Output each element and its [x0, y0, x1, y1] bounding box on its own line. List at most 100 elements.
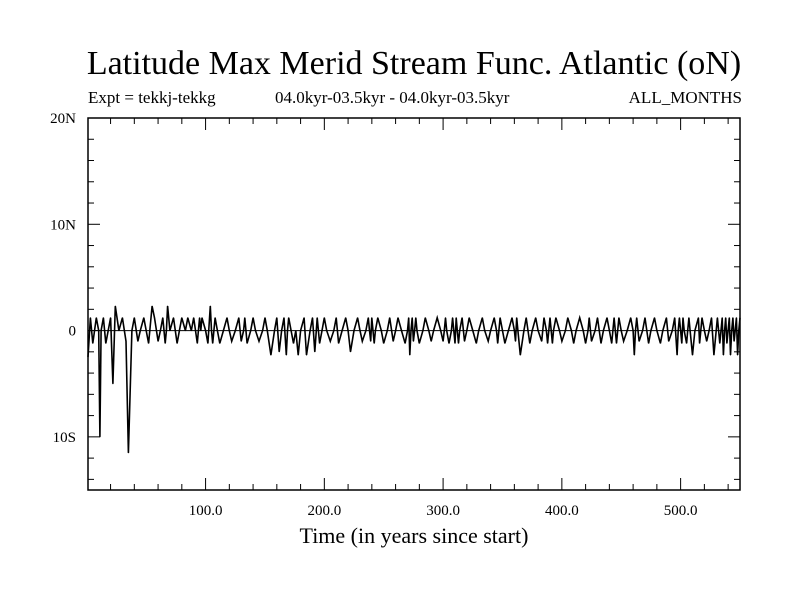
data-point: [454, 342, 456, 344]
data-point: [197, 330, 199, 332]
data-point: [442, 340, 444, 342]
data-point: [490, 330, 492, 332]
y-tick-label: 10S: [53, 430, 76, 446]
data-point: [579, 317, 581, 319]
data-point: [145, 330, 147, 332]
data-point: [214, 317, 216, 319]
data-point: [515, 340, 516, 342]
x-tick-label: 100.0: [189, 503, 223, 519]
data-point: [644, 317, 646, 319]
data-point: [668, 340, 670, 342]
data-point: [623, 340, 625, 342]
data-point: [350, 351, 351, 353]
data-point: [372, 330, 374, 332]
data-point: [453, 330, 455, 332]
data-point: [531, 330, 533, 332]
x-tick-label: 400.0: [545, 503, 579, 519]
data-point: [246, 342, 248, 344]
data-point: [216, 330, 218, 332]
data-point: [588, 317, 590, 319]
data-point: [357, 317, 359, 319]
data-point: [131, 330, 133, 332]
data-point: [436, 317, 438, 319]
data-point: [397, 317, 399, 319]
data-point: [157, 340, 159, 342]
data-point: [167, 305, 169, 307]
data-point: [452, 317, 454, 319]
data-point: [687, 330, 689, 332]
data-point: [703, 330, 705, 332]
data-point: [735, 317, 737, 319]
data-point: [662, 330, 664, 332]
data-point: [734, 330, 736, 332]
data-point: [414, 330, 416, 332]
data-point: [92, 342, 94, 344]
data-point: [611, 342, 613, 344]
data-point: [537, 330, 539, 332]
data-point: [694, 330, 696, 332]
data-point: [326, 330, 328, 332]
data-point: [367, 317, 369, 319]
data-point: [416, 330, 418, 332]
data-point: [133, 317, 135, 319]
data-point: [585, 342, 587, 344]
data-point: [196, 342, 198, 344]
data-point: [125, 340, 127, 342]
data-point: [164, 342, 166, 344]
x-tick-label: 200.0: [307, 503, 341, 519]
data-point: [347, 330, 349, 332]
data-point: [433, 330, 435, 332]
data-point: [211, 330, 212, 332]
data-point: [656, 330, 658, 332]
data-point: [162, 317, 164, 319]
data-point: [468, 317, 470, 319]
axis-ticks: 100.0 200.0 300.0 400.0 500.0 10S 0 10N 20N: [50, 111, 740, 519]
data-point: [606, 317, 608, 319]
data-point: [635, 330, 636, 332]
data-point: [450, 330, 452, 332]
data-point: [137, 340, 139, 342]
data-point: [722, 354, 724, 356]
data-point: [466, 330, 468, 332]
data-point: [369, 330, 370, 332]
data-point: [461, 317, 463, 319]
data-point: [105, 342, 107, 344]
data-point: [250, 330, 252, 332]
data-point: [98, 330, 100, 332]
data-point: [383, 342, 385, 344]
data-point: [677, 330, 679, 332]
data-point: [262, 330, 264, 332]
data-point: [293, 342, 294, 344]
data-point: [464, 340, 465, 342]
data-point: [458, 342, 459, 344]
data-point: [706, 340, 708, 342]
data-point: [484, 330, 486, 332]
data-point: [686, 342, 688, 344]
data-point: [659, 342, 661, 344]
data-point: [281, 330, 283, 332]
data-point: [496, 330, 497, 332]
data-point: [276, 317, 278, 319]
data-point: [154, 317, 155, 319]
data-point: [614, 330, 616, 332]
data-point: [715, 330, 717, 332]
data-point: [270, 354, 272, 356]
data-point: [228, 330, 230, 332]
data-point: [445, 317, 446, 319]
data-point: [516, 317, 518, 319]
data-point: [575, 330, 577, 332]
data-point: [395, 330, 397, 332]
data-point: [99, 436, 101, 438]
data-point: [443, 330, 445, 332]
y-tick-label: 0: [69, 324, 77, 340]
data-point: [288, 317, 290, 319]
data-point: [274, 330, 275, 332]
data-point: [285, 354, 287, 356]
data-point: [361, 340, 363, 342]
data-point: [100, 330, 102, 332]
data-point: [481, 317, 483, 319]
data-point: [213, 330, 215, 332]
data-point: [127, 452, 129, 454]
data-point: [303, 317, 305, 319]
